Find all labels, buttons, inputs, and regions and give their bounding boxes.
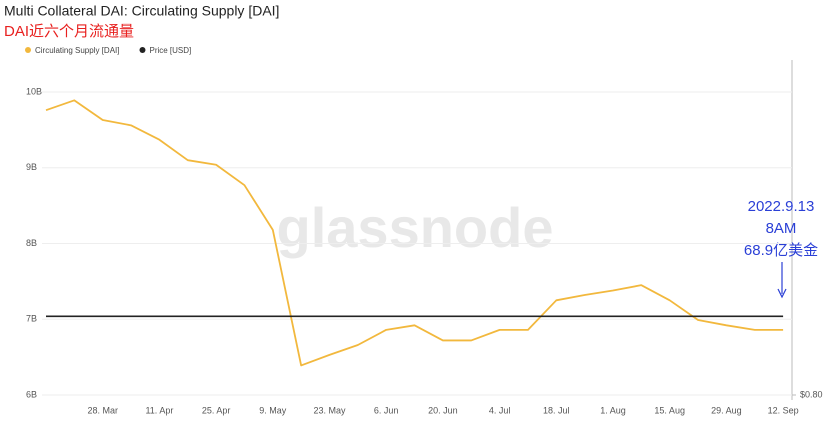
annotation-arrowhead xyxy=(777,288,787,299)
legend-label: Circulating Supply [DAI] xyxy=(35,46,119,55)
annotation: 8AM xyxy=(766,220,797,237)
x-tick-label: 29. Aug xyxy=(711,405,742,415)
x-tick-label: 9. May xyxy=(259,405,287,415)
x-tick-label: 6. Jun xyxy=(374,405,399,415)
x-tick-label: 1. Aug xyxy=(600,405,626,415)
x-tick-label: 20. Jun xyxy=(428,405,458,415)
x-tick-label: 18. Jul xyxy=(543,405,570,415)
series-line xyxy=(45,99,784,367)
y-tick-label: 6B xyxy=(26,389,37,399)
legend-marker xyxy=(25,47,31,53)
y-tick-label: 7B xyxy=(26,314,37,324)
y-tick-label: 9B xyxy=(26,162,37,172)
y2-tick-label: $0.80 xyxy=(800,389,823,399)
x-tick-label: 28. Mar xyxy=(87,405,118,415)
annotation: 68.9亿美金 xyxy=(744,242,818,259)
x-tick-label: 11. Apr xyxy=(145,405,173,415)
x-tick-label: 25. Apr xyxy=(202,405,231,415)
x-tick-label: 23. May xyxy=(313,405,346,415)
annotation: 2022.9.13 xyxy=(748,198,815,215)
legend-label: Price [USD] xyxy=(149,46,191,55)
x-tick-label: 4. Jul xyxy=(489,405,511,415)
legend-marker xyxy=(139,47,146,53)
y-tick-label: 8B xyxy=(26,238,37,248)
y-tick-label: 10B xyxy=(26,86,42,96)
chart-title: Multi Collateral DAI: Circulating Supply… xyxy=(4,3,279,19)
x-tick-label: 12. Sep xyxy=(768,405,799,415)
watermark: glassnode xyxy=(277,196,554,259)
chart-subtitle: DAI近六个月流通量 xyxy=(4,23,134,40)
x-tick-label: 15. Aug xyxy=(654,405,685,415)
